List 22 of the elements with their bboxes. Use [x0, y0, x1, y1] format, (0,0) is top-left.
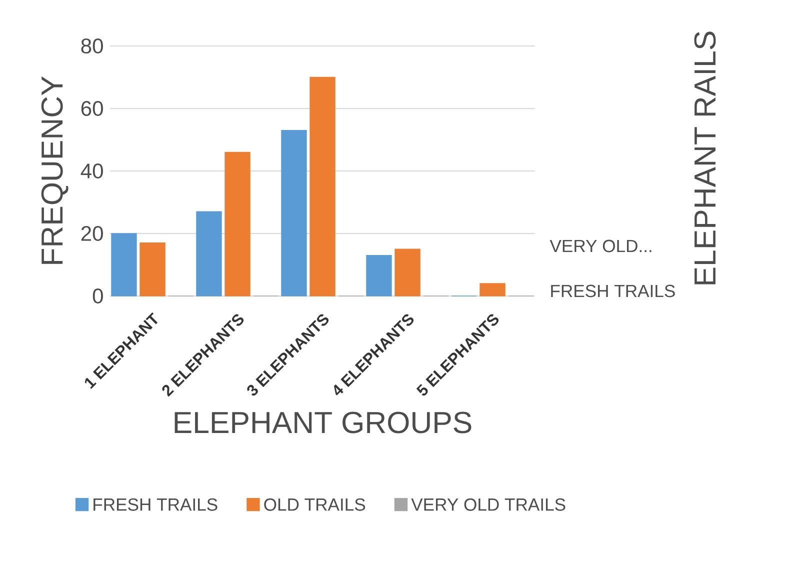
y-axis-title: FREQUENCY	[41, 76, 68, 264]
legend-label: VERY OLD TRAILS	[411, 498, 566, 511]
text: VERY OLD...	[550, 240, 652, 252]
legend-label: OLD TRAILS	[264, 498, 366, 511]
y-tick-label: 40	[80, 164, 103, 178]
bar	[480, 283, 506, 296]
y-tick-label: 80	[81, 38, 103, 54]
text: ELEPHANT RAILS	[694, 32, 716, 284]
bar	[111, 233, 137, 296]
bar	[196, 211, 222, 296]
bar	[140, 242, 166, 296]
y-tick-label: 0	[92, 288, 103, 304]
y-tick-label: 60	[81, 101, 103, 116]
x-axis-title: ELEPHANT GROUPS	[174, 412, 472, 434]
text: FRESH TRAILS	[551, 284, 675, 298]
bar	[366, 255, 392, 296]
legend-label: FRESH TRAILS	[94, 498, 218, 511]
bar	[310, 76, 336, 296]
bar	[224, 152, 250, 296]
bar	[394, 248, 420, 296]
bar	[281, 130, 307, 296]
y-tick-label: 20	[81, 226, 103, 241]
